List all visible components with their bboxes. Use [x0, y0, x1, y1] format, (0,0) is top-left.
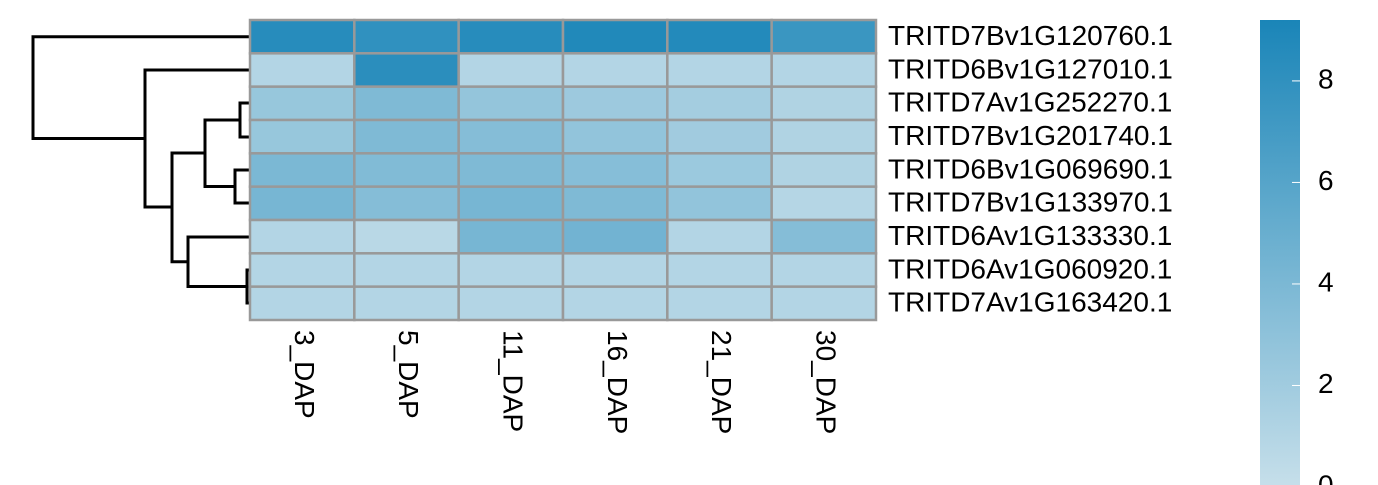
- heatmap-cell: [457, 218, 565, 255]
- heatmap-cell: [666, 52, 773, 88]
- heatmap-cell: [353, 185, 460, 222]
- heatmap-cell: [457, 285, 565, 322]
- heatmap-cell: [770, 118, 878, 155]
- heatmap-cell: [770, 152, 878, 188]
- row-label: TRITD7Bv1G120760.1: [888, 20, 1173, 51]
- heatmap-cell: [457, 118, 565, 155]
- row-label: TRITD6Bv1G069690.1: [888, 153, 1173, 184]
- row-label: TRITD7Av1G252270.1: [888, 87, 1172, 118]
- heatmap-cell: [248, 118, 356, 155]
- heatmap-cell: [561, 85, 669, 122]
- color-bar-tick-label: 8: [1318, 63, 1334, 94]
- heatmap-cell: [457, 252, 565, 288]
- heatmap-cell: [353, 85, 460, 122]
- heatmap-cell: [666, 252, 773, 288]
- heatmap-cell: [248, 285, 356, 322]
- heatmap-cell: [666, 285, 773, 322]
- heatmap-cell: [561, 285, 669, 322]
- column-label: 3_DAP: [289, 330, 320, 419]
- column-label: 5_DAP: [393, 330, 424, 419]
- heatmap-cell: [248, 252, 356, 288]
- row-label: TRITD6Av1G060920.1: [888, 253, 1172, 284]
- heatmap-cell: [561, 18, 669, 55]
- heatmap-cell: [666, 85, 773, 122]
- heatmap-cell: [561, 152, 669, 188]
- color-bar-tick-label: 6: [1318, 165, 1334, 196]
- heatmap-cell: [457, 52, 565, 88]
- heatmap-cell: [248, 85, 356, 122]
- heatmap-cell: [353, 18, 460, 55]
- color-bar-tick-label: 2: [1318, 368, 1334, 399]
- heatmap-cell: [770, 218, 878, 255]
- heatmap-cell: [248, 152, 356, 188]
- heatmap-cell: [457, 85, 565, 122]
- heatmap-cell: [248, 18, 356, 55]
- heatmap-cell: [770, 52, 878, 88]
- heatmap-cell: [770, 252, 878, 288]
- row-label: TRITD6Bv1G127010.1: [888, 53, 1173, 84]
- column-label: 16_DAP: [602, 330, 633, 434]
- color-bar: [1260, 20, 1300, 485]
- heatmap-cell: [561, 185, 669, 222]
- heatmap-cell: [353, 52, 460, 88]
- color-bar-tick-label: 4: [1318, 266, 1334, 297]
- heatmap-cell: [457, 185, 565, 222]
- heatmap-cell: [457, 152, 565, 188]
- heatmap-cell: [561, 52, 669, 88]
- heatmap-cell: [353, 218, 460, 255]
- heatmap-cell: [666, 185, 773, 222]
- heatmap-cell: [666, 18, 773, 55]
- heatmap-cell: [770, 285, 878, 322]
- heatmap-cell: [248, 52, 356, 88]
- column-label: 21_DAP: [706, 330, 737, 434]
- heatmap-cell: [353, 285, 460, 322]
- heatmap-cell: [561, 218, 669, 255]
- heatmap-cell: [353, 152, 460, 188]
- heatmap-cell: [666, 118, 773, 155]
- heatmap-cell: [457, 18, 565, 55]
- column-label: 11_DAP: [497, 330, 528, 432]
- row-dendrogram: [31, 35, 250, 305]
- heatmap-cell: [561, 252, 669, 288]
- row-label: TRITD7Av1G163420.1: [888, 287, 1172, 318]
- heatmap-cell: [248, 218, 356, 255]
- heatmap-cell: [353, 252, 460, 288]
- column-label: 30_DAP: [810, 330, 841, 434]
- heatmap-cell: [770, 85, 878, 122]
- color-bar-tick-label: 0: [1318, 469, 1334, 485]
- heatmap-cell: [770, 18, 878, 55]
- heatmap-cell: [666, 218, 773, 255]
- heatmap-cell: [561, 118, 669, 155]
- row-label: TRITD6Av1G133330.1: [888, 220, 1172, 251]
- row-label: TRITD7Bv1G133970.1: [888, 187, 1173, 218]
- heatmap-cell: [770, 185, 878, 222]
- heatmap-cell: [666, 152, 773, 188]
- heatmap-cell: [248, 185, 356, 222]
- heatmap-cell: [353, 118, 460, 155]
- row-label: TRITD7Bv1G201740.1: [888, 120, 1173, 151]
